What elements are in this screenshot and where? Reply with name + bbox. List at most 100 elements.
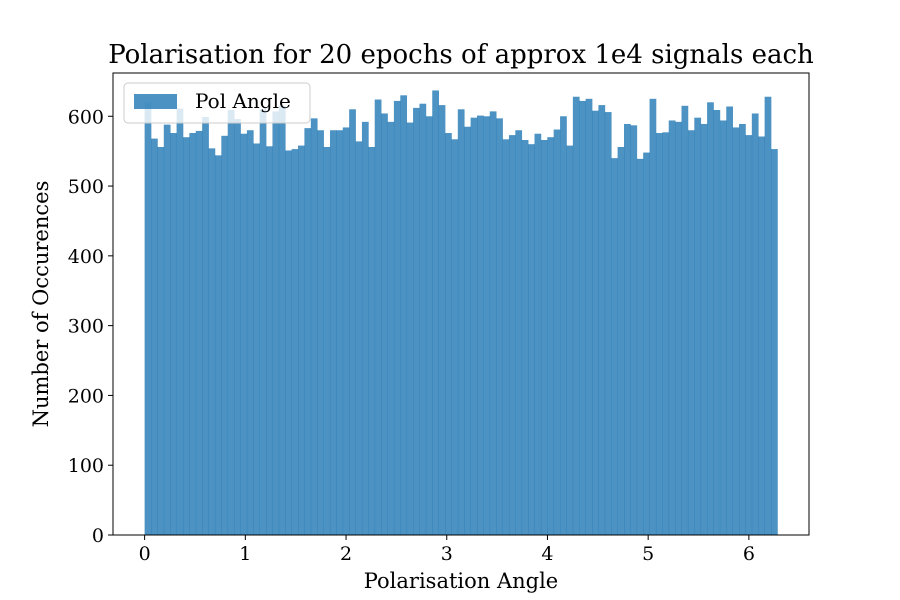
histogram-bar bbox=[342, 127, 350, 535]
histogram-bar bbox=[425, 116, 433, 536]
y-axis-label: Number of Occurences bbox=[29, 181, 53, 428]
histogram-bar bbox=[739, 123, 746, 535]
histogram-bar bbox=[515, 130, 523, 536]
legend-swatch-pol-angle bbox=[134, 94, 177, 109]
histogram-bars bbox=[144, 90, 778, 536]
histogram-bar bbox=[547, 137, 555, 535]
histogram-bar bbox=[182, 137, 190, 535]
histogram-bar bbox=[751, 113, 759, 535]
y-tick-label: 200 bbox=[68, 385, 104, 407]
histogram-bar bbox=[336, 130, 344, 536]
histogram-bar bbox=[234, 119, 241, 535]
histogram-bar bbox=[668, 120, 676, 536]
histogram-bar bbox=[579, 100, 586, 536]
legend-label-pol-angle: Pol Angle bbox=[195, 89, 291, 113]
histogram-bar bbox=[323, 146, 331, 536]
histogram-bar bbox=[534, 133, 542, 535]
histogram-bar bbox=[445, 133, 452, 535]
histogram-bar bbox=[758, 136, 765, 535]
histogram-bar bbox=[464, 126, 471, 536]
histogram-bar bbox=[508, 135, 516, 536]
histogram-bar bbox=[592, 110, 599, 535]
histogram-bar bbox=[540, 140, 548, 535]
histogram-bar bbox=[304, 128, 312, 535]
x-tick-label: 4 bbox=[541, 543, 553, 565]
histogram-bar bbox=[662, 132, 670, 535]
histogram-bar bbox=[675, 121, 682, 535]
legend-box bbox=[123, 82, 311, 124]
histogram-bar bbox=[374, 99, 382, 536]
histogram-bar bbox=[317, 130, 324, 536]
histogram-bar bbox=[381, 113, 388, 535]
histogram-bar bbox=[266, 146, 273, 535]
histogram-bar bbox=[355, 141, 363, 535]
histogram-bar bbox=[349, 109, 356, 535]
histogram-bar bbox=[208, 148, 216, 535]
histogram-bar bbox=[157, 146, 165, 536]
histogram-bar bbox=[214, 155, 222, 535]
histogram-bar bbox=[406, 122, 414, 536]
histogram-bar bbox=[227, 109, 235, 536]
histogram-bar bbox=[560, 116, 567, 536]
histogram-bar bbox=[624, 123, 631, 535]
histogram-bar bbox=[246, 130, 254, 536]
histogram-bar bbox=[195, 130, 203, 536]
histogram-bar bbox=[707, 102, 714, 535]
y-tick-label: 400 bbox=[68, 246, 104, 268]
histogram-bar bbox=[528, 144, 535, 535]
histogram-bar bbox=[400, 95, 408, 535]
histogram-bar bbox=[310, 118, 318, 536]
histogram-bar bbox=[521, 140, 529, 535]
histogram-bar bbox=[291, 149, 299, 535]
chart-title: Polarisation for 20 epochs of approx 1e4… bbox=[108, 40, 814, 70]
histogram-bar bbox=[259, 109, 267, 535]
histogram-bar bbox=[240, 133, 248, 535]
histogram-bar bbox=[144, 102, 152, 535]
histogram-bar bbox=[163, 124, 171, 535]
x-axis-label: Polarisation Angle bbox=[364, 569, 559, 593]
histogram-bar bbox=[604, 112, 612, 535]
histogram-bar bbox=[387, 121, 395, 535]
histogram-bar bbox=[726, 106, 733, 535]
histogram-bar bbox=[617, 146, 625, 536]
histogram-bar bbox=[745, 135, 753, 536]
x-tick-label: 2 bbox=[340, 543, 352, 565]
histogram-bar bbox=[438, 105, 446, 535]
histogram-bar bbox=[636, 158, 644, 535]
histogram-bar bbox=[361, 121, 369, 535]
histogram-bar bbox=[419, 103, 427, 536]
histogram-bar bbox=[700, 123, 708, 535]
histogram-bar bbox=[764, 96, 772, 535]
histogram-bar bbox=[393, 100, 401, 536]
histogram-bar bbox=[329, 130, 337, 536]
x-tick-label: 6 bbox=[743, 543, 755, 565]
x-axis-ticks: 0 1 2 3 4 5 6 bbox=[139, 535, 755, 565]
histogram-bar bbox=[413, 107, 420, 535]
histogram-bar bbox=[285, 150, 292, 535]
histogram-bar bbox=[643, 152, 650, 535]
x-tick-label: 5 bbox=[642, 543, 654, 565]
histogram-bar bbox=[278, 105, 286, 536]
histogram-bar bbox=[611, 158, 618, 535]
histogram-bar bbox=[202, 116, 209, 535]
plot-area-frame bbox=[112, 72, 810, 536]
x-tick-label: 0 bbox=[139, 543, 151, 565]
histogram-bar bbox=[170, 133, 177, 535]
histogram-bar bbox=[572, 96, 580, 535]
y-tick-label: 300 bbox=[68, 316, 104, 338]
histogram-bar bbox=[221, 135, 229, 535]
histogram-bar bbox=[649, 98, 657, 535]
histogram-bar bbox=[176, 108, 184, 535]
histogram-bar bbox=[566, 145, 574, 535]
histogram-bar bbox=[687, 130, 695, 536]
x-tick-label: 1 bbox=[239, 543, 251, 565]
y-axis-ticks: 0 100 200 300 400 500 600 bbox=[68, 106, 113, 547]
histogram-bar bbox=[298, 145, 305, 535]
histogram-bar bbox=[681, 105, 689, 536]
y-tick-label: 500 bbox=[68, 176, 104, 198]
histogram-bar bbox=[476, 115, 484, 535]
histogram-bar bbox=[771, 149, 778, 535]
y-tick-label: 600 bbox=[68, 106, 104, 128]
histogram-bar bbox=[630, 125, 638, 535]
histogram-bar bbox=[432, 90, 439, 535]
